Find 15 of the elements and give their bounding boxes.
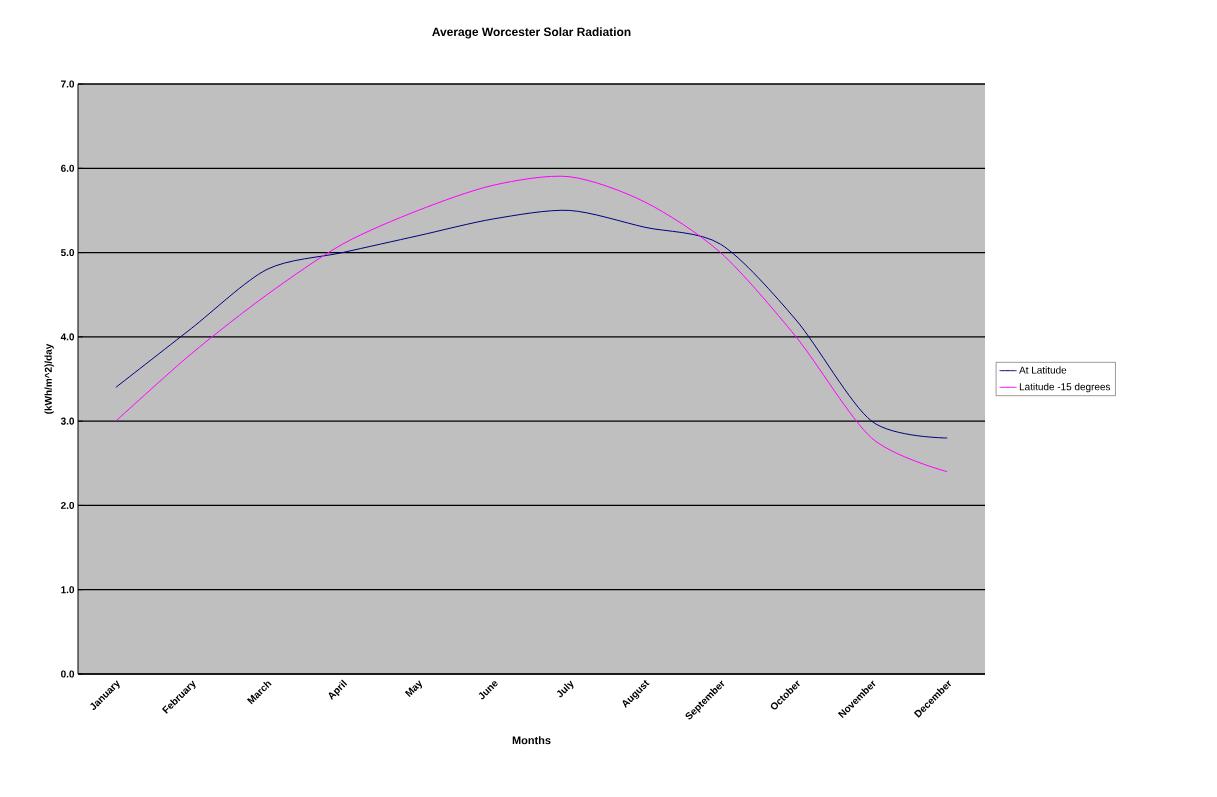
line-series <box>115 175 948 473</box>
y-tick-label: 4.0 <box>60 333 75 341</box>
legend-label: At Latitude <box>1019 366 1067 374</box>
line-series <box>115 209 948 439</box>
y-tick-label: 3.0 <box>60 417 75 425</box>
y-tick-label: 0.0 <box>61 670 75 678</box>
y-tick-label: 1.0 <box>61 586 75 594</box>
y-axis-title: (kWh/m^2)/day <box>44 343 54 414</box>
y-tick-label: 7.0 <box>61 80 75 88</box>
y-tick-label: 6.0 <box>60 164 75 172</box>
chart-title: Average Worcester Solar Radiation <box>432 27 631 39</box>
x-axis-title: Months <box>512 736 551 745</box>
legend-label: Latitude -15 degrees <box>1019 382 1111 393</box>
y-tick-label: 5.0 <box>60 249 75 257</box>
y-tick-label: 2.0 <box>60 501 75 509</box>
